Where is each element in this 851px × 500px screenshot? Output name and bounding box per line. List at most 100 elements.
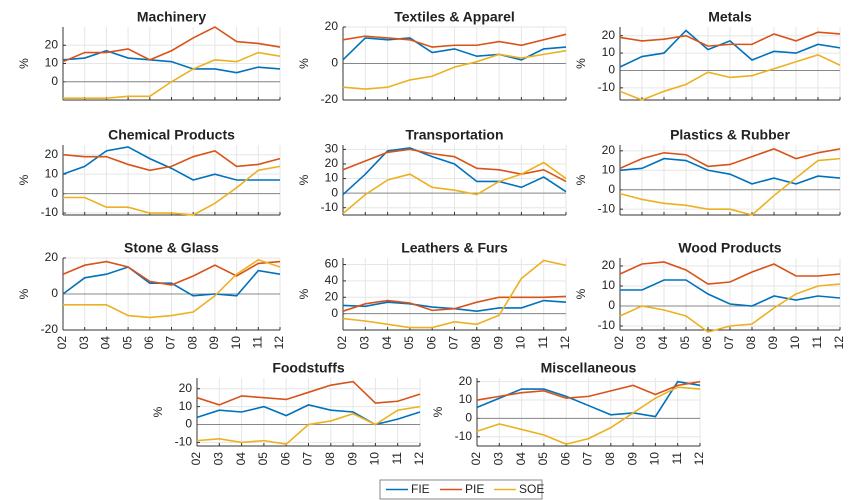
y-axis-label: % (574, 58, 588, 69)
panel: -20 0 20 Textiles & Apparel% (297, 9, 567, 106)
series-line (342, 148, 567, 183)
series-line (620, 279, 841, 307)
x-tick-label: 02 (335, 336, 349, 350)
x-tick-label: 06 (278, 452, 292, 466)
y-tick-label: 20 (602, 143, 616, 157)
series-line (619, 31, 841, 47)
panel: -10 0 10 20 02 03 04 05 06 07 08 09 10 11 12 Miscellane… (431, 360, 706, 466)
y-tick-label: 0 (465, 411, 472, 425)
series-line (342, 161, 567, 215)
x-tick-label: 11 (810, 336, 824, 349)
y-axis-label: % (574, 288, 588, 299)
y-axis-label: % (297, 58, 311, 69)
y-tick-label: 10 (45, 166, 59, 180)
y-tick-label: -20 (321, 92, 339, 106)
panel-title: Machinery (137, 9, 206, 25)
series-line (619, 283, 841, 333)
y-tick-label: 20 (602, 28, 616, 42)
series-line (196, 403, 421, 426)
series-line (476, 386, 701, 446)
panel-title: Leathers & Furs (401, 240, 508, 256)
x-tick-label: 08 (744, 336, 758, 350)
y-tick-label: 20 (602, 258, 616, 272)
y-tick-label: 0 (331, 306, 338, 320)
y-tick-label: 20 (325, 156, 339, 170)
x-tick-label: 04 (656, 336, 670, 350)
x-tick-label: 12 (272, 336, 286, 350)
series-line (619, 53, 841, 101)
x-tick-label: 12 (412, 452, 426, 466)
x-tick-label: 07 (301, 452, 315, 466)
y-axis-label: % (431, 406, 445, 417)
x-tick-label: 08 (185, 336, 199, 350)
y-tick-label: -10 (321, 200, 339, 214)
y-tick-label: 10 (325, 171, 339, 185)
x-tick-label: 10 (229, 336, 243, 350)
y-axis-label: % (17, 58, 31, 69)
y-tick-label: -10 (598, 201, 616, 215)
panel-title: Chemical Products (108, 127, 235, 143)
x-tick-label: 09 (491, 336, 505, 350)
series-line (619, 261, 841, 285)
y-tick-label: -10 (598, 80, 616, 94)
panel-title: Foodstuffs (272, 360, 345, 376)
series-line (63, 258, 281, 319)
y-tick-label: 0 (51, 74, 58, 88)
x-tick-label: 03 (211, 452, 225, 466)
panel: -10 0 10 20 Metals% (574, 9, 841, 101)
y-tick-label: 20 (179, 381, 193, 395)
x-tick-label: 05 (536, 452, 550, 466)
series-line (62, 266, 281, 297)
x-tick-label: 03 (634, 336, 648, 350)
panel-title: Wood Products (678, 240, 781, 256)
series-line (619, 29, 841, 68)
series-line (62, 26, 281, 63)
legend-label: PIE (465, 482, 484, 496)
x-tick-label: 07 (581, 452, 595, 466)
x-tick-label: 06 (700, 336, 714, 350)
x-tick-label: 04 (514, 452, 528, 466)
y-tick-label: -20 (41, 322, 59, 336)
y-tick-label: 20 (325, 19, 339, 33)
panel: -20 0 20 02 03 04 05 06 07 08 09 10 11 12 Stone & Glas… (17, 240, 286, 350)
y-tick-label: -10 (598, 318, 616, 332)
y-axis-label: % (297, 288, 311, 299)
series-line (196, 405, 421, 446)
panel-title: Metals (708, 9, 752, 25)
x-tick-label: 07 (164, 336, 178, 350)
x-tick-label: 02 (189, 452, 203, 466)
x-tick-label: 04 (99, 336, 113, 350)
series-line (63, 165, 281, 216)
x-tick-label: 06 (142, 336, 156, 350)
series-line (342, 33, 567, 48)
series-line (342, 259, 567, 329)
x-tick-label: 09 (345, 452, 359, 466)
panel: -10 0 10 20 Chemical Products% (17, 127, 281, 219)
panel: -10 0 10 20 02 03 04 05 06 07 08 09 10 11 12 Foodstuffs… (151, 360, 426, 466)
x-tick-label: 11 (670, 452, 684, 465)
x-tick-label: 10 (788, 336, 802, 350)
legend-label: SOE (519, 482, 544, 496)
y-tick-label: -10 (455, 429, 473, 443)
panel-title: Textiles & Apparel (394, 9, 515, 25)
x-tick-label: 10 (368, 452, 382, 466)
x-tick-label: 12 (558, 336, 572, 350)
y-tick-label: 10 (602, 45, 616, 59)
y-tick-label: 0 (608, 298, 615, 312)
series-line (342, 49, 567, 90)
series-line (476, 380, 701, 418)
series-line (619, 148, 841, 170)
y-tick-label: 10 (179, 399, 193, 413)
y-tick-label: 20 (325, 289, 339, 303)
y-tick-label: 40 (325, 273, 339, 287)
series-line (476, 380, 701, 401)
x-tick-label: 04 (234, 452, 248, 466)
x-tick-label: 05 (120, 336, 134, 350)
y-tick-label: 0 (608, 63, 615, 77)
series-line (342, 295, 567, 312)
x-tick-label: 11 (536, 336, 550, 349)
x-tick-label: 12 (832, 336, 846, 350)
x-tick-label: 02 (612, 336, 626, 350)
y-tick-label: 0 (51, 186, 58, 200)
x-tick-label: 03 (77, 336, 91, 350)
